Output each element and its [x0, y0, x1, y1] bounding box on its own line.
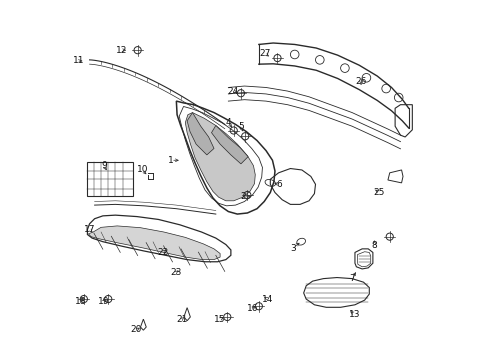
Text: 5: 5	[238, 122, 244, 131]
Text: 15: 15	[214, 315, 225, 324]
Text: 2: 2	[240, 192, 245, 201]
Text: 17: 17	[83, 225, 95, 234]
Polygon shape	[185, 113, 255, 201]
Text: 27: 27	[259, 49, 270, 58]
Text: 4: 4	[225, 118, 231, 127]
Text: 9: 9	[101, 161, 106, 170]
Text: 13: 13	[348, 310, 360, 319]
Text: 20: 20	[130, 325, 142, 334]
Polygon shape	[211, 126, 247, 164]
Text: 19: 19	[98, 297, 109, 306]
Text: 23: 23	[170, 268, 181, 277]
Text: 26: 26	[355, 77, 366, 86]
Text: 16: 16	[246, 304, 258, 313]
Text: 3: 3	[289, 244, 295, 253]
Text: 21: 21	[176, 315, 187, 324]
Text: 11: 11	[73, 57, 84, 66]
Text: 10: 10	[136, 166, 148, 175]
Text: 7: 7	[348, 274, 354, 283]
Text: 25: 25	[372, 188, 384, 197]
Polygon shape	[187, 113, 214, 155]
Text: 14: 14	[262, 294, 273, 303]
Text: 6: 6	[276, 180, 282, 189]
Polygon shape	[88, 226, 220, 260]
Text: 12: 12	[116, 46, 127, 55]
Bar	[86, 162, 133, 196]
Text: 24: 24	[227, 86, 238, 95]
Text: 22: 22	[157, 248, 168, 257]
Text: 8: 8	[371, 241, 376, 250]
Text: 1: 1	[168, 156, 174, 165]
Text: 18: 18	[74, 297, 86, 306]
